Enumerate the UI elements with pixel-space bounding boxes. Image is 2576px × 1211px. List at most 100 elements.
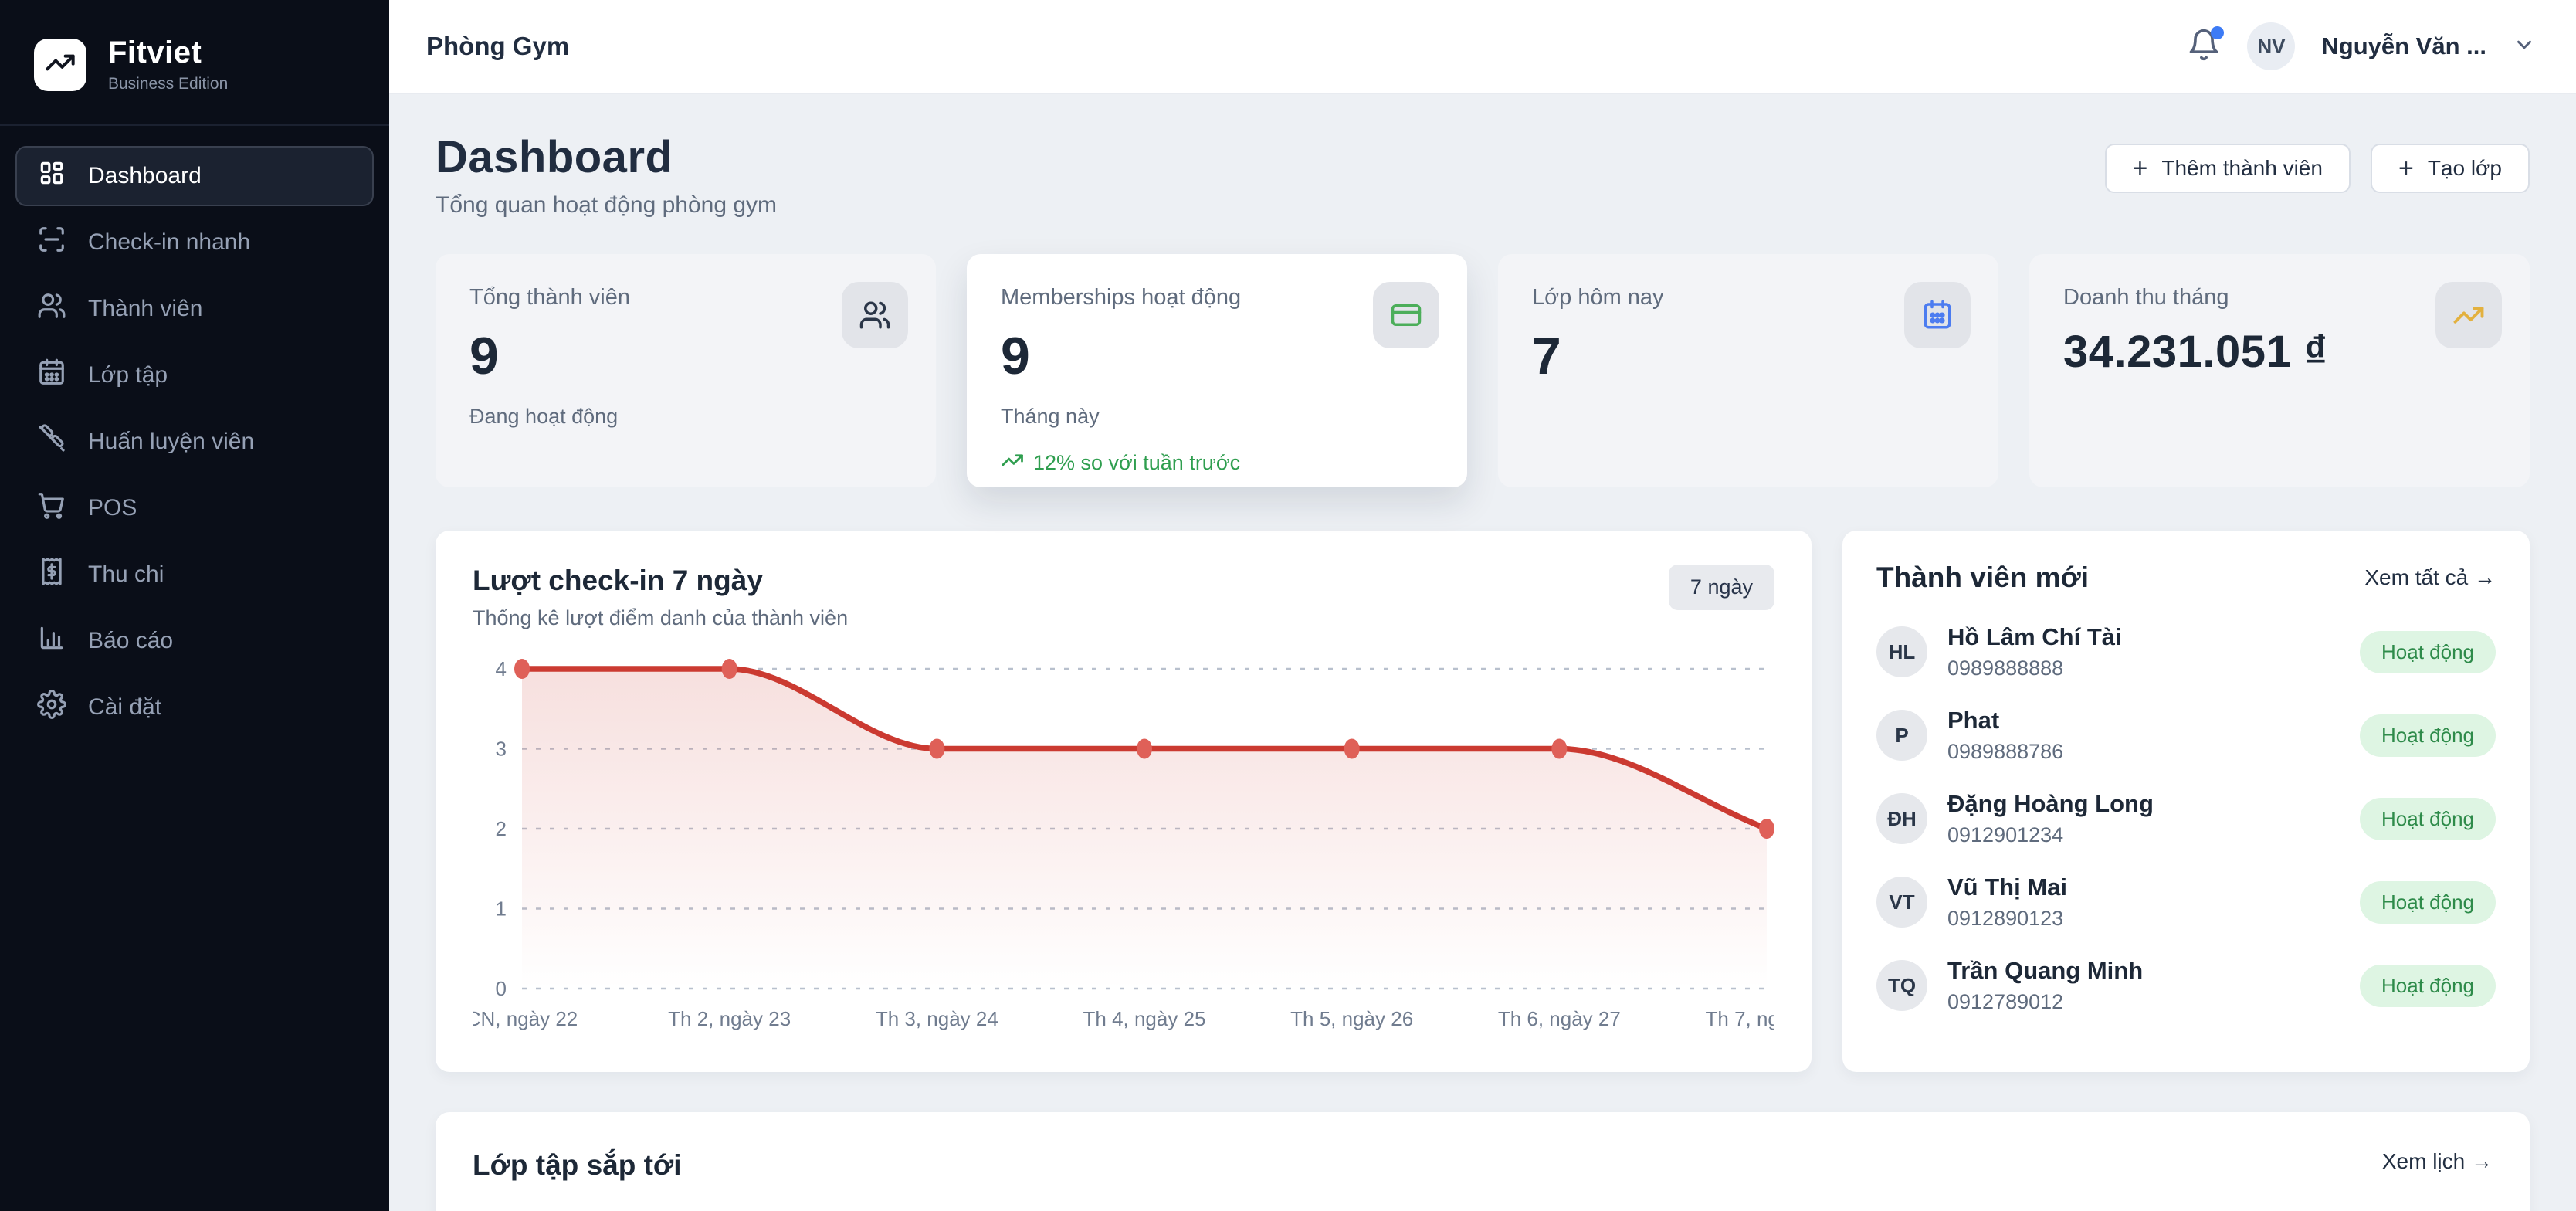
- sidebar: Fitviet Business Edition Dashboard Check…: [0, 0, 389, 1211]
- trending-up-icon: [45, 47, 76, 82]
- upcoming-classes-card: Lớp tập sắp tới Xem lịch →: [436, 1112, 2530, 1211]
- status-badge: Hoạt động: [2360, 964, 2496, 1007]
- notification-dot: [2211, 25, 2225, 39]
- stat-label: Tổng thành viên: [469, 285, 630, 310]
- sidebar-item-reports[interactable]: Báo cáo: [15, 611, 374, 671]
- range-badge[interactable]: 7 ngày: [1668, 565, 1774, 610]
- new-members-title: Thành viên mới: [1876, 561, 2090, 593]
- create-class-button[interactable]: + Tạo lớp: [2370, 144, 2530, 193]
- credit-card-icon: [1373, 282, 1439, 348]
- member-list: HL Hồ Lâm Chí Tài 0989888888 Hoạt động P…: [1876, 623, 2496, 1014]
- stat-trend: 12% so với tuần trước: [1001, 449, 1433, 477]
- sidebar-item-label: Thu chi: [88, 561, 164, 587]
- brand-logo: [34, 38, 86, 91]
- status-badge: Hoạt động: [2360, 630, 2496, 673]
- notifications-button[interactable]: [2187, 25, 2225, 66]
- member-avatar: HL: [1876, 626, 1927, 677]
- page-subtitle: Tổng quan hoạt động phòng gym: [436, 192, 778, 218]
- svg-text:Th 2, ngày 23: Th 2, ngày 23: [668, 1007, 791, 1030]
- svg-text:1: 1: [496, 897, 507, 921]
- create-class-label: Tạo lớp: [2427, 156, 2502, 180]
- member-avatar: VT: [1876, 877, 1927, 928]
- stat-card-revenue: Doanh thu tháng 34.231.051 ₫: [2029, 254, 2530, 487]
- gear-icon: [37, 690, 66, 725]
- new-members-panel: Thành viên mới Xem tất cả → HL Hồ Lâm Ch…: [1842, 531, 2530, 1072]
- member-phone: 0912789012: [1947, 990, 2064, 1013]
- main-area: Phòng Gym NV Nguyễn Văn ... Dashboard Tổ…: [389, 0, 2576, 1211]
- sidebar-item-dashboard[interactable]: Dashboard: [15, 146, 374, 206]
- add-member-button[interactable]: + Thêm thành viên: [2104, 144, 2351, 193]
- chart-title: Lượt check-in 7 ngày: [473, 565, 763, 596]
- stat-sub: Đang hoạt động: [469, 405, 619, 428]
- stat-label: Memberships hoạt động: [1001, 285, 1242, 310]
- cart-icon: [37, 490, 66, 526]
- plus-icon: +: [2398, 154, 2414, 183]
- plus-icon: +: [2132, 154, 2148, 183]
- stat-card-total-members: Tổng thành viên 9 Đang hoạt động: [436, 254, 936, 487]
- status-badge: Hoạt động: [2360, 797, 2496, 840]
- member-row[interactable]: TQ Trần Quang Minh 0912789012 Hoạt động: [1876, 957, 2496, 1014]
- stat-label: Lớp hôm nay: [1532, 285, 1664, 310]
- checkin-chart-card: Lượt check-in 7 ngày Thống kê lượt điểm …: [436, 531, 1812, 1072]
- member-phone: 0912890123: [1947, 907, 2064, 930]
- member-row[interactable]: P Phat 0989888786 Hoạt động: [1876, 707, 2496, 764]
- member-avatar: ĐH: [1876, 793, 1927, 844]
- brand-name: Fitviet: [108, 36, 202, 70]
- sidebar-item-classes[interactable]: Lớp tập: [15, 345, 374, 405]
- stats-row: Tổng thành viên 9 Đang hoạt động Members…: [436, 254, 2530, 487]
- stat-sub: Tháng này: [1001, 405, 1100, 428]
- arrow-right-icon: →: [2471, 1149, 2493, 1173]
- chart-subtitle: Thống kê lượt điểm danh của thành viên: [473, 606, 849, 629]
- svg-text:CN, ngày 22: CN, ngày 22: [473, 1007, 578, 1030]
- dumbbell-icon: [37, 424, 66, 460]
- trending-up-icon: [2435, 282, 2502, 348]
- upcoming-classes-title: Lớp tập sắp tới: [473, 1149, 682, 1181]
- view-all-link[interactable]: Xem tất cả →: [2364, 565, 2496, 589]
- svg-text:Th 3, ngày 24: Th 3, ngày 24: [876, 1007, 998, 1030]
- sidebar-item-members[interactable]: Thành viên: [15, 279, 374, 339]
- calendar-icon: [1904, 282, 1971, 348]
- member-name: Trần Quang Minh: [1947, 957, 2144, 984]
- trending-up-icon: [1001, 449, 1024, 477]
- sidebar-item-label: Check-in nhanh: [88, 229, 251, 255]
- member-name: Phat: [1947, 707, 2000, 734]
- member-avatar: TQ: [1876, 960, 1927, 1011]
- svg-text:2: 2: [496, 817, 507, 840]
- member-row[interactable]: VT Vũ Thị Mai 0912890123 Hoạt động: [1876, 873, 2496, 931]
- stat-value: 9: [1001, 327, 1031, 385]
- svg-text:Th 6, ngày 27: Th 6, ngày 27: [1498, 1007, 1621, 1030]
- svg-text:4: 4: [496, 657, 507, 680]
- sidebar-item-pos[interactable]: POS: [15, 478, 374, 538]
- topbar: Phòng Gym NV Nguyễn Văn ...: [389, 0, 2576, 94]
- stat-value: 34.231.051 ₫: [2063, 327, 2328, 377]
- stat-value: 9: [469, 327, 500, 385]
- sidebar-item-trainers[interactable]: Huấn luyện viên: [15, 412, 374, 472]
- brand: Fitviet Business Edition: [0, 0, 389, 126]
- view-schedule-link[interactable]: Xem lịch →: [2381, 1149, 2493, 1173]
- member-row[interactable]: HL Hồ Lâm Chí Tài 0989888888 Hoạt động: [1876, 623, 2496, 680]
- scan-icon: [37, 225, 66, 260]
- member-phone: 0989888786: [1947, 740, 2064, 763]
- stat-trend-label: 12% so với tuần trước: [1033, 451, 1241, 474]
- brand-edition: Business Edition: [108, 75, 229, 93]
- add-member-label: Thêm thành viên: [2161, 156, 2323, 180]
- sidebar-item-label: Dashboard: [88, 163, 202, 188]
- sidebar-item-label: Cài đặt: [88, 694, 162, 720]
- sidebar-item-checkin[interactable]: Check-in nhanh: [15, 212, 374, 273]
- sidebar-item-finance[interactable]: Thu chi: [15, 544, 374, 605]
- user-name[interactable]: Nguyễn Văn ...: [2321, 32, 2486, 59]
- status-badge: Hoạt động: [2360, 880, 2496, 924]
- dashboard-icon: [37, 158, 66, 194]
- users-icon: [842, 282, 908, 348]
- member-name: Đặng Hoàng Long: [1947, 790, 2154, 817]
- member-phone: 0989888888: [1947, 656, 2064, 680]
- avatar[interactable]: NV: [2247, 22, 2296, 70]
- chevron-down-icon[interactable]: [2513, 33, 2536, 60]
- checkin-line-chart: 0 1 2 3 4 CN, ngày 22 Th 2, ngày 23 Th 3, ngày …: [473, 652, 1774, 1038]
- sidebar-item-settings[interactable]: Cài đặt: [15, 677, 374, 738]
- svg-text:3: 3: [496, 738, 507, 761]
- member-row[interactable]: ĐH Đặng Hoàng Long 0912901234 Hoạt động: [1876, 790, 2496, 847]
- member-phone: 0912901234: [1947, 823, 2064, 846]
- sidebar-item-label: Thành viên: [88, 296, 203, 321]
- sidebar-item-label: Lớp tập: [88, 362, 168, 388]
